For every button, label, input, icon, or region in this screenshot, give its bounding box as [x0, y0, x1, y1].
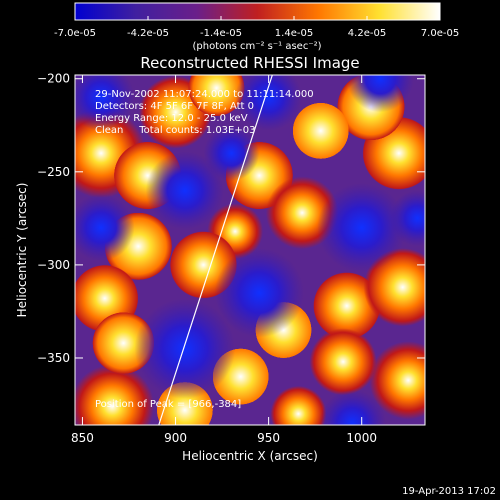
y-tick-label: −300 — [37, 258, 70, 272]
colorbar-label: (photons cm⁻² s⁻¹ asec⁻²) — [192, 41, 321, 52]
footer-timestamp: 19-Apr-2013 17:02 — [402, 486, 496, 497]
x-axis-label: Heliocentric X (arcsec) — [182, 449, 318, 463]
colorbar-tick-label: 7.0e-05 — [421, 28, 459, 39]
heatmap-image — [75, 75, 425, 425]
negative-blob — [75, 75, 135, 131]
annotation-counts: Clean Total counts: 1.03E+03 — [95, 125, 255, 136]
x-axis-ticks: 850 900 950 1000 — [71, 75, 377, 445]
negative-blob — [318, 389, 386, 425]
x-tick-label: 850 — [71, 431, 94, 445]
negative-blob — [214, 248, 304, 338]
x-tick-label: 900 — [164, 431, 187, 445]
emission-blob — [270, 385, 327, 425]
x-tick-label: 1000 — [346, 431, 377, 445]
negative-blob — [134, 298, 236, 399]
colorbar-tick-label: -7.0e-05 — [54, 28, 96, 39]
emission-blob — [292, 102, 349, 159]
negative-blob — [317, 182, 407, 273]
chart-title: Reconstructed RHESSI Image — [140, 54, 359, 72]
negative-blob — [203, 125, 260, 182]
peak-position-label: Position of Peak = [966,-384] — [95, 399, 241, 410]
colorbar-tick-labels: -7.0e-05 -4.2e-05 -1.4e-05 1.4e-05 4.2e-… — [54, 28, 459, 39]
y-tick-label: −250 — [37, 165, 70, 179]
y-tick-label: −350 — [37, 351, 70, 365]
emission-blob — [313, 272, 381, 340]
x-tick-label: 950 — [257, 431, 280, 445]
solar-limb-line — [158, 75, 273, 425]
colorbar-tick-label: -4.2e-05 — [127, 28, 169, 39]
annotation-energy-range: Energy Range: 12.0 - 25.0 keV — [95, 113, 248, 124]
plot-frame — [74, 74, 426, 426]
emission-blob — [309, 328, 377, 396]
negative-blob — [389, 190, 425, 247]
colorbar-tick-label: -1.4e-05 — [200, 28, 242, 39]
annotations: 29-Nov-2002 11:07:24.000 to 11:11:14.000… — [95, 89, 314, 136]
emission-blob — [188, 75, 245, 116]
y-tick-label: −200 — [37, 72, 70, 86]
colorbar — [74, 2, 441, 21]
emission-blob — [369, 341, 425, 420]
colorbar-tick-label: 1.4e-05 — [275, 28, 313, 39]
y-axis-label: Heliocentric Y (arcsec) — [15, 183, 29, 318]
colorbar-tick-label: 4.2e-05 — [348, 28, 386, 39]
negative-blob — [346, 75, 414, 113]
y-axis-ticks: −200 −250 −300 −350 — [37, 72, 425, 365]
annotation-time-range: 29-Nov-2002 11:07:24.000 to 11:11:14.000 — [95, 89, 314, 100]
colorbar-ticks — [74, 16, 441, 20]
negative-blob — [235, 75, 303, 131]
negative-blob — [145, 151, 224, 230]
annotation-detectors: Detectors: 4F 5F 6F 7F 8F, Att 0 — [95, 101, 254, 112]
negative-blob — [75, 194, 135, 262]
emission-blob — [75, 364, 155, 425]
